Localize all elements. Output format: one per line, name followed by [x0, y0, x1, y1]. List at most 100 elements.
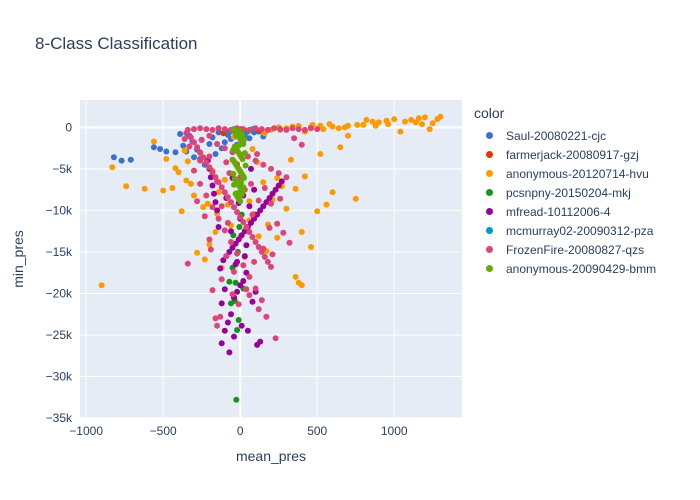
data-point: [269, 251, 276, 258]
data-point: [233, 132, 240, 139]
data-point: [235, 142, 242, 149]
data-point: [320, 126, 327, 133]
data-point: [246, 273, 253, 280]
data-point: [292, 185, 299, 192]
data-point: [233, 396, 240, 403]
data-point: [201, 213, 208, 220]
legend-label: anonymous-20120714-hvu: [506, 166, 649, 181]
data-point: [229, 291, 236, 298]
data-point: [241, 175, 247, 181]
y-tick-label: −10k: [46, 203, 73, 217]
x-tick-labels: −1000 −500 0 500 1000: [69, 424, 408, 438]
data-point: [268, 165, 274, 172]
data-point: [223, 253, 230, 260]
data-point: [263, 199, 270, 206]
data-point: [231, 333, 237, 340]
data-point: [211, 190, 217, 197]
data-point: [123, 183, 130, 190]
data-point: [295, 126, 302, 133]
data-point: [298, 282, 305, 289]
data-point: [243, 242, 250, 249]
legend-item[interactable]: anonymous-20120714-hvu: [474, 164, 656, 183]
data-point: [224, 194, 231, 201]
data-point: [214, 141, 221, 147]
data-point: [177, 131, 184, 137]
data-point: [109, 164, 116, 171]
data-point: [243, 224, 250, 230]
data-point: [415, 115, 422, 122]
data-point: [385, 121, 392, 128]
legend-item[interactable]: pcsnpny-20150204-mkj: [474, 183, 656, 202]
data-point: [255, 197, 262, 204]
data-point: [175, 169, 182, 176]
data-point: [437, 113, 444, 120]
legend-marker-icon: [486, 170, 493, 177]
legend-item[interactable]: anonymous-20090429-bmm: [474, 259, 656, 278]
data-point: [212, 229, 219, 235]
data-point: [239, 156, 246, 162]
data-point: [408, 116, 415, 123]
legend-item[interactable]: mfread-10112006-4: [474, 202, 656, 221]
data-point: [229, 156, 236, 163]
data-point: [248, 180, 254, 187]
data-point: [298, 229, 305, 235]
data-point: [274, 234, 281, 241]
data-point: [237, 214, 244, 221]
data-point: [422, 114, 428, 121]
data-point: [207, 246, 214, 253]
data-point: [238, 179, 244, 186]
x-tick-label: 1000: [381, 424, 408, 438]
data-point: [206, 132, 213, 139]
data-point: [215, 215, 222, 222]
data-point: [241, 136, 247, 143]
y-tick-labels: 0 −5k −10k −15k −20k −25k −30k −35k: [46, 120, 73, 425]
data-point: [241, 253, 248, 260]
legend-item[interactable]: mcmurray02-20090312-pza: [474, 221, 656, 240]
data-point: [354, 121, 361, 128]
data-point: [150, 138, 157, 145]
legend-label: farmerjack-20080917-gzj: [506, 147, 639, 162]
data-point: [251, 186, 258, 193]
data-point: [323, 201, 330, 208]
data-point: [230, 146, 237, 153]
data-point: [243, 286, 250, 293]
data-point: [221, 286, 228, 293]
data-point: [419, 121, 425, 128]
legend-marker-icon: [486, 265, 493, 272]
data-point: [329, 123, 336, 130]
data-point: [314, 126, 321, 133]
data-point: [209, 169, 216, 176]
data-point: [269, 190, 276, 197]
data-point: [286, 239, 293, 246]
data-point: [429, 120, 436, 127]
data-point: [206, 153, 213, 160]
data-point: [308, 244, 314, 250]
data-point: [150, 144, 157, 151]
data-point: [337, 144, 344, 151]
data-point: [218, 300, 225, 307]
legend-item[interactable]: Saul-20080221-cjc: [474, 126, 656, 145]
data-point: [237, 198, 244, 205]
data-point: [266, 224, 273, 231]
data-point: [240, 262, 247, 269]
data-point: [235, 236, 242, 243]
data-point: [235, 301, 242, 308]
legend-item[interactable]: farmerjack-20080917-gzj: [474, 145, 656, 164]
data-point: [238, 191, 245, 198]
data-point: [231, 181, 237, 188]
data-point: [228, 199, 234, 206]
data-point: [266, 195, 273, 201]
data-point: [215, 129, 222, 136]
data-point: [240, 219, 247, 226]
data-point: [209, 126, 216, 133]
data-point: [220, 257, 227, 264]
data-point: [223, 159, 230, 166]
data-point: [272, 186, 279, 193]
legend-item[interactable]: FrozenFire-20080827-qzs: [474, 240, 656, 259]
data-point: [234, 258, 241, 265]
data-point: [292, 273, 299, 280]
data-point: [252, 125, 259, 132]
data-point: [209, 287, 216, 294]
data-point: [258, 126, 265, 133]
data-point: [252, 239, 259, 245]
